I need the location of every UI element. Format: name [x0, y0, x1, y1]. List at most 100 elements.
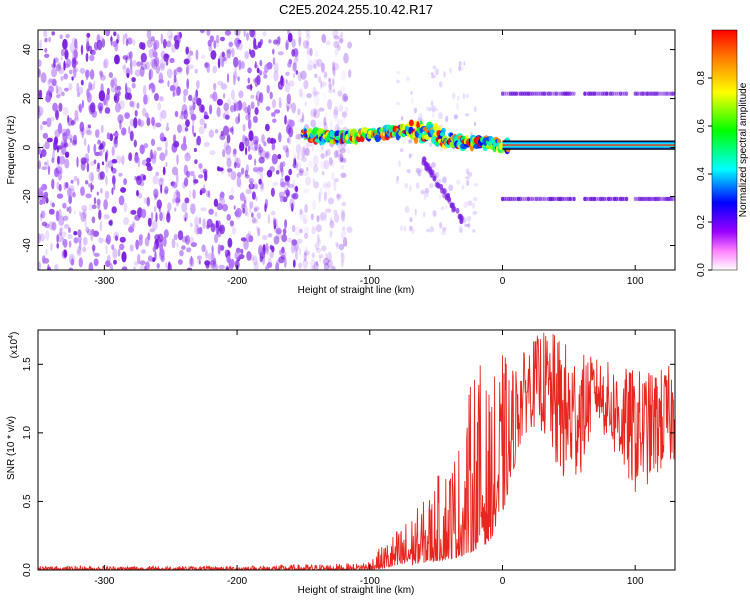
noise-point [333, 117, 340, 122]
noise-point [114, 57, 120, 64]
noise-point [310, 108, 317, 118]
sideband-point [655, 91, 659, 96]
noise-point [338, 34, 344, 45]
noise-point [174, 110, 179, 118]
noise-point [55, 210, 60, 222]
noise-point [174, 207, 177, 212]
faint-point [409, 217, 413, 222]
noise-point [309, 47, 313, 57]
noise-point [182, 214, 186, 221]
noise-point [278, 132, 282, 143]
noise-point [300, 70, 307, 80]
noise-point [288, 119, 295, 128]
noise-point [186, 170, 191, 178]
noise-point [96, 198, 101, 206]
sideband-point [572, 196, 576, 202]
noise-point [156, 146, 162, 151]
noise-point [124, 112, 130, 119]
ridge-point [413, 136, 419, 144]
faint-point [417, 170, 422, 177]
noise-point [151, 58, 158, 70]
faint-point [464, 113, 470, 117]
noise-point [343, 116, 346, 122]
faint-point [428, 106, 432, 112]
noise-point [137, 157, 141, 168]
noise-point [56, 242, 60, 249]
faint-point [426, 228, 431, 233]
noise-point [41, 166, 48, 171]
noise-point [259, 182, 265, 192]
noise-point [231, 89, 235, 101]
noise-point [38, 191, 44, 201]
noise-point [128, 226, 135, 233]
faint-point [473, 196, 478, 202]
noise-point [73, 118, 77, 125]
noise-point [303, 250, 310, 256]
noise-point [137, 118, 142, 126]
noise-point [220, 59, 225, 68]
noise-point [196, 135, 201, 146]
noise-point [316, 58, 323, 67]
noise-point [159, 58, 165, 70]
faint-point [420, 189, 425, 195]
y-tick-label: 0 [22, 144, 33, 150]
noise-point [284, 219, 288, 229]
tail-point [459, 218, 464, 225]
noise-point [265, 106, 271, 111]
noise-point [257, 98, 260, 107]
noise-point [272, 118, 277, 123]
noise-point [249, 201, 254, 209]
noise-point [154, 191, 159, 199]
faint-point [439, 222, 443, 229]
noise-point [163, 236, 167, 248]
noise-point [91, 204, 97, 210]
faint-point [414, 208, 417, 216]
noise-point [73, 49, 78, 59]
noise-point [106, 132, 111, 140]
noise-point [286, 105, 289, 112]
noise-point [106, 254, 111, 266]
noise-point [253, 183, 259, 190]
noise-point [51, 31, 55, 36]
sideband-point [530, 196, 534, 202]
noise-point [226, 49, 231, 59]
sideband-point [625, 196, 629, 202]
noise-point [246, 84, 253, 90]
faint-point [442, 176, 447, 184]
sideband-point [641, 91, 645, 96]
noise-point [71, 139, 78, 146]
noise-point [47, 165, 51, 176]
noise-point [262, 250, 266, 259]
noise-point [331, 61, 336, 71]
noise-point [328, 156, 333, 166]
sideband-point [593, 196, 597, 202]
noise-point [122, 64, 126, 70]
noise-point [327, 251, 332, 263]
noise-point [200, 207, 207, 212]
noise-point [58, 102, 63, 112]
noise-point [336, 193, 340, 199]
noise-point [190, 203, 196, 215]
noise-point [152, 51, 158, 58]
noise-point [255, 196, 258, 202]
noise-point [331, 160, 335, 169]
noise-point [82, 157, 89, 164]
noise-point [215, 263, 219, 270]
noise-point [173, 140, 180, 148]
noise-point [284, 178, 289, 186]
noise-point [130, 68, 133, 75]
noise-point [79, 121, 85, 132]
noise-point [176, 191, 181, 200]
noise-point [82, 209, 87, 219]
noise-point [252, 255, 258, 266]
noise-point [234, 210, 240, 217]
noise-point [337, 153, 344, 163]
sideband-point [595, 196, 599, 202]
noise-point [68, 267, 74, 270]
noise-point [134, 261, 139, 266]
noise-point [284, 145, 289, 153]
noise-point [265, 243, 269, 252]
noise-point [333, 209, 338, 216]
noise-point [172, 91, 175, 97]
noise-point [125, 38, 129, 47]
